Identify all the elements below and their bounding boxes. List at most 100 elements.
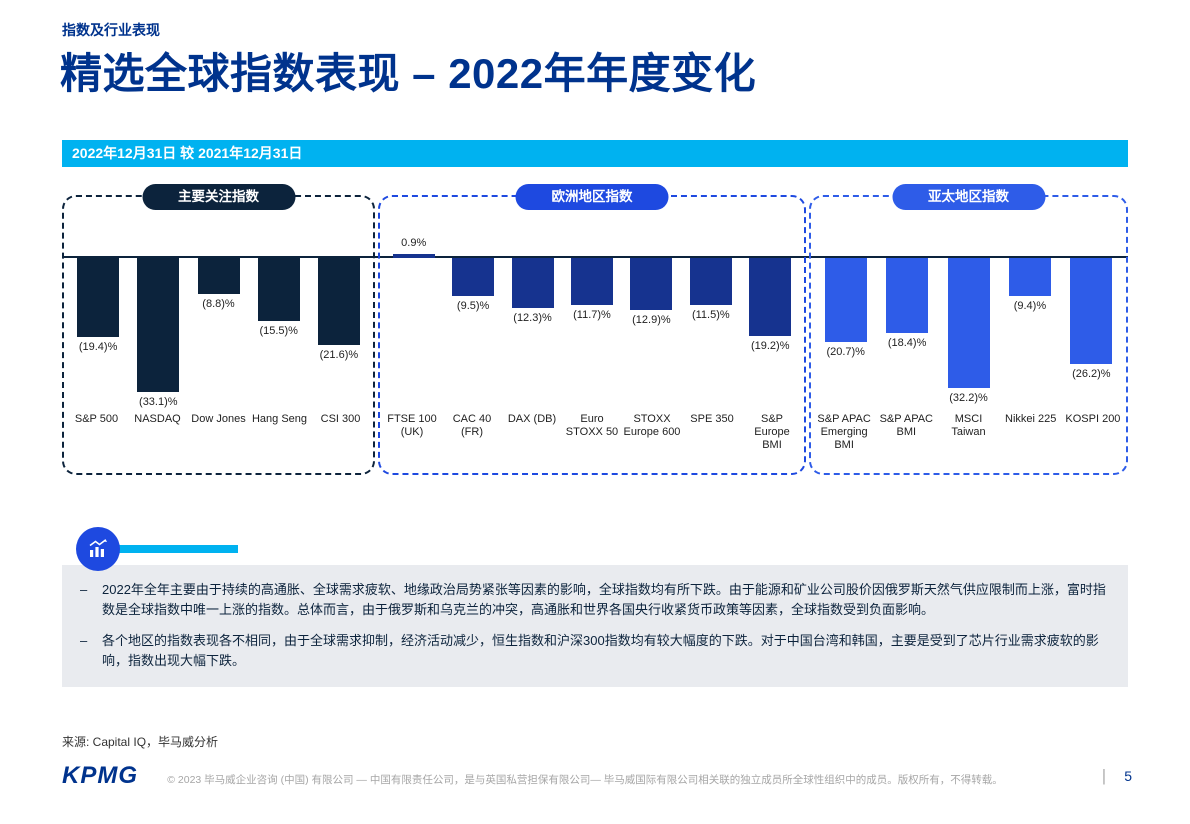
bar (197, 258, 240, 294)
insights-panel: – 2022年全年主要由于持续的高通胀、全球需求疲软、地缘政治局势紧张等因素的影… (62, 565, 1128, 687)
bar-value-label: (9.4)% (1013, 300, 1047, 312)
group-label-pill: 主要关注指数 (142, 184, 295, 210)
group-category-labels: S&P 500 NASDAQ Dow Jones Hang Seng CSI 300 (66, 413, 371, 426)
source-note: 来源: Capital IQ，毕马威分析 (62, 735, 219, 749)
accent-line (110, 545, 238, 553)
bar-category-label: Nikkei 225 (1005, 413, 1057, 425)
bar-column: (11.5)% (681, 197, 740, 409)
bar (452, 258, 495, 296)
bar-column: (32.2)% (938, 197, 999, 409)
bar-category-label: SPE 350 (690, 413, 734, 425)
bullet-dash: – (80, 633, 88, 649)
group-label-pill: 欧洲地区指数 (515, 184, 669, 210)
insight-text: 2022年全年主要由于持续的高通胀、全球需求疲软、地缘政治局势紧张等因素的影响，… (102, 582, 1106, 618)
bar-value-label: (9.5)% (456, 300, 490, 312)
bar-value-label: (33.1)% (139, 396, 178, 408)
bar-value-label: (26.2)% (1072, 368, 1111, 380)
bar-column: (20.7)% (815, 197, 876, 409)
group-key-indices: 主要关注指数 (19.4)% (33.1)% (8.8)% (15.5)% (21.6)… (62, 184, 375, 475)
bar (689, 258, 732, 305)
bar-category-label: DAX (DB) (507, 413, 557, 425)
group-europe-indices: 欧洲地区指数 0.9% (9.5)% (12.3)% (11.7)% (12.9)% (1… (378, 184, 806, 475)
bar-column: (9.4)% (999, 197, 1060, 409)
bar-value-label: (20.7)% (826, 346, 865, 358)
group-plot-area: 0.9% (9.5)% (12.3)% (11.7)% (12.9)% (11.5)% (1… (384, 197, 800, 409)
bullet-dash: – (80, 582, 88, 597)
bar-category-label: S&P APAC Emerging BMI (817, 413, 871, 452)
group-plot-area: (19.4)% (33.1)% (8.8)% (15.5)% (21.6)% (68, 197, 369, 409)
group-plot-area: (20.7)% (18.4)% (32.2)% (9.4)% (26.2)% (815, 197, 1122, 409)
bar-column: (12.9)% (622, 197, 681, 409)
bar-category-label: Hang Seng (251, 413, 308, 425)
index-performance-chart: 主要关注指数 (19.4)% (33.1)% (8.8)% (15.5)% (21.6)… (62, 184, 1128, 485)
insight-bullet: – 2022年全年主要由于持续的高通胀、全球需求疲软、地缘政治局势紧张等因素的影… (80, 580, 1110, 620)
group-apac-indices: 亚太地区指数 (20.7)% (18.4)% (32.2)% (9.4)% (26.2)… (809, 184, 1128, 475)
bar (511, 258, 554, 308)
kpmg-logo: KPMG (62, 762, 138, 789)
bar-column: (33.1)% (128, 197, 188, 409)
bar (392, 254, 435, 258)
group-category-labels: FTSE 100 (UK) CAC 40 (FR) DAX (DB) Euro STO… (382, 413, 802, 453)
bar (77, 258, 120, 337)
bar-category-label: KOSPI 200 (1065, 413, 1121, 425)
bar-column: (12.3)% (503, 197, 562, 409)
bar (749, 258, 792, 336)
bar-category-label: Dow Jones (191, 413, 246, 425)
bar-category-label: STOXX Europe 600 (623, 413, 681, 439)
bar-value-label: (11.5)% (691, 309, 730, 321)
date-comparison-banner: 2022年12月31日 较 2021年12月31日 (62, 140, 1128, 167)
bar-chart-icon (76, 527, 120, 571)
bar-category-label: MSCI Taiwan (951, 413, 986, 439)
bar-column: (19.4)% (68, 197, 128, 409)
bar (1008, 258, 1051, 296)
section-label: 指数及行业表现 (62, 22, 160, 38)
bar-column: (11.7)% (562, 197, 621, 409)
bar-value-label: (12.3)% (513, 312, 552, 324)
bar-value-label: (8.8)% (202, 298, 235, 310)
copyright-text: © 2023 毕马威企业咨询 (中国) 有限公司 — 中国有限责任公司，是与英国… (167, 774, 1003, 786)
insight-text: 各个地区的指数表现各不相同，由于全球需求抑制，经济活动减少，恒生指数和沪深300… (102, 633, 1099, 669)
bar (630, 258, 673, 310)
bar-category-label: CSI 300 (320, 413, 361, 425)
bar-category-label: FTSE 100 (UK) (387, 413, 437, 439)
bar-category-label: Euro STOXX 50 (565, 413, 619, 439)
bar-column: (26.2)% (1061, 197, 1122, 409)
bar-category-label: CAC 40 (FR) (452, 413, 492, 439)
bar-value-label: (12.9)% (632, 314, 671, 326)
bar (947, 258, 990, 388)
bar-category-label: S&P Europe BMI (754, 413, 790, 452)
bar-value-label: (19.2)% (750, 340, 790, 352)
page-title: 精选全球指数表现 – 2022年年度变化 (60, 50, 757, 97)
bar-value-label: (19.4)% (78, 341, 118, 353)
bar-value-label: (32.2)% (949, 392, 988, 404)
group-category-labels: S&P APAC Emerging BMI S&P APAC BMI MSCI Ta… (813, 413, 1124, 453)
bar (824, 258, 867, 342)
bar (570, 258, 613, 305)
page-indicator: | 5 (1102, 766, 1132, 786)
page-separator: | (1101, 766, 1107, 785)
bar-column: 0.9% (384, 197, 443, 409)
page-number: 5 (1124, 768, 1132, 784)
group-label-pill: 亚太地区指数 (892, 184, 1045, 210)
bar (1070, 258, 1113, 364)
bar (257, 258, 300, 321)
bar-column: (9.5)% (443, 197, 502, 409)
bar-category-label: NASDAQ (134, 413, 181, 425)
bar (317, 258, 360, 345)
bar-value-label: (15.5)% (259, 325, 298, 337)
zero-axis-line (62, 256, 1128, 258)
bar (137, 258, 180, 392)
bar-column: (19.2)% (741, 197, 800, 409)
bar-value-label: (11.7)% (573, 309, 611, 321)
bar-column: (21.6)% (309, 197, 369, 409)
bar-category-label: S&P 500 (74, 413, 119, 425)
bar-column: (15.5)% (249, 197, 309, 409)
bar-category-label: S&P APAC BMI (879, 413, 933, 439)
bar-column: (8.8)% (188, 197, 248, 409)
bar-column: (18.4)% (876, 197, 937, 409)
insight-bullet: – 各个地区的指数表现各不相同，由于全球需求抑制，经济活动减少，恒生指数和沪深3… (80, 631, 1110, 671)
bar (886, 258, 929, 333)
bar-value-label: (21.6)% (319, 349, 359, 361)
bar-value-label: 0.9% (401, 237, 427, 249)
